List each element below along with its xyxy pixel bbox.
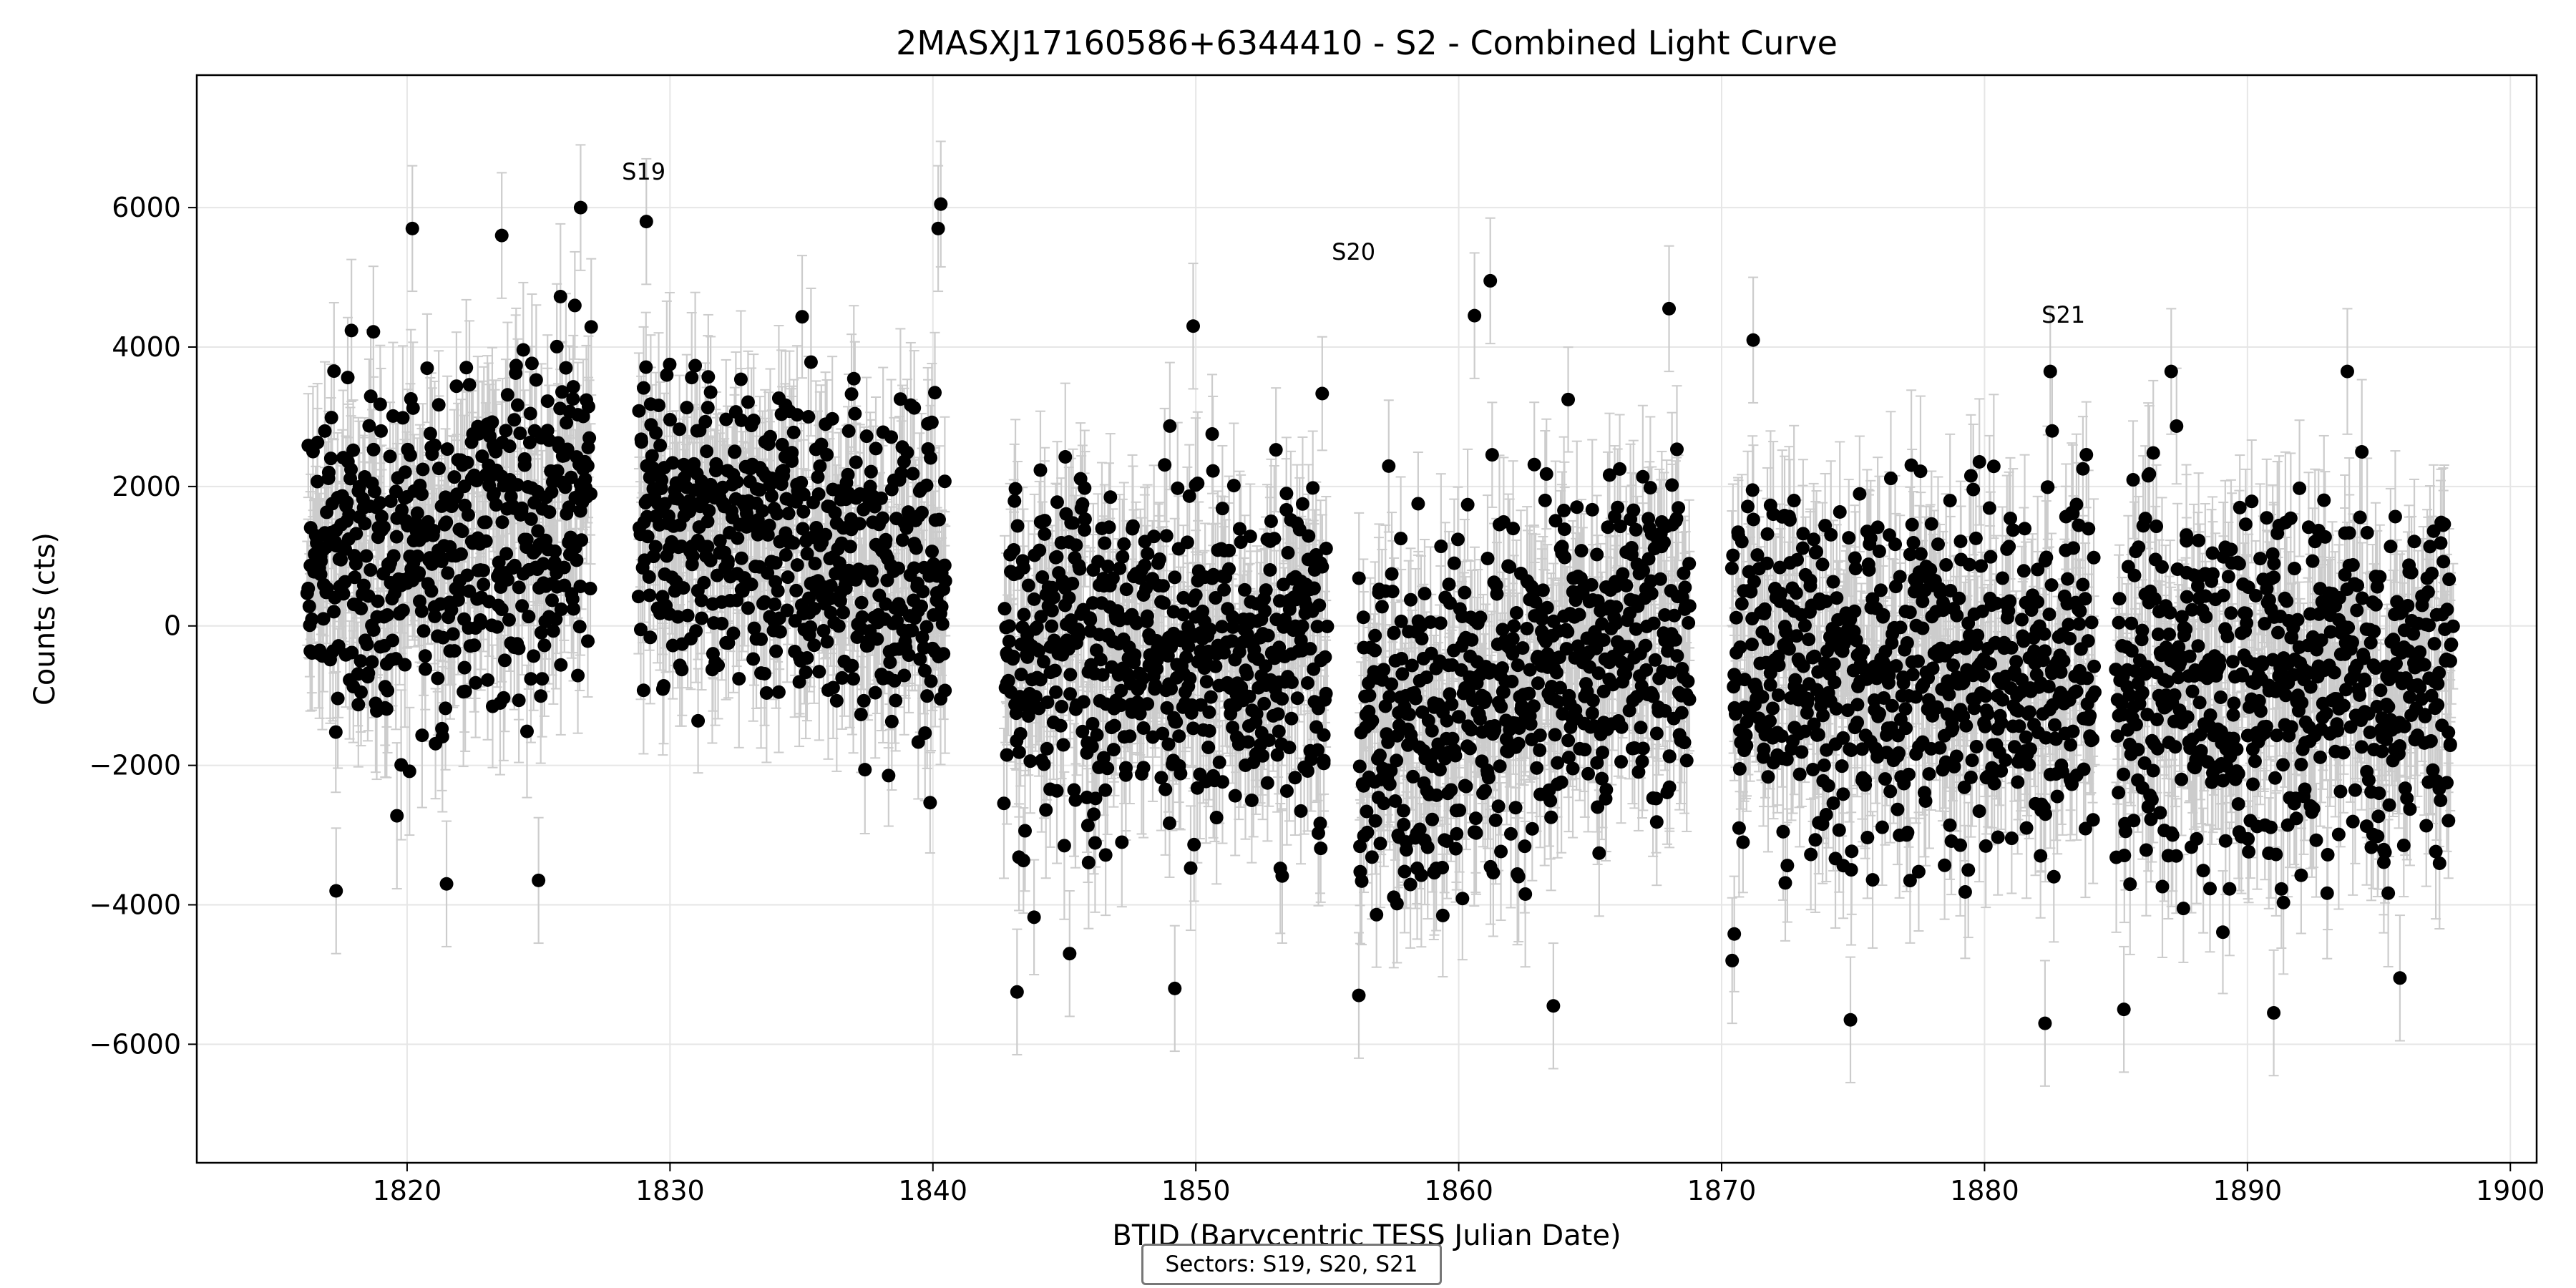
light-curve-chart: 1820 1830 1840 1850 1860 1870 1880 1890 1900−600…: [29, 24, 2545, 1252]
